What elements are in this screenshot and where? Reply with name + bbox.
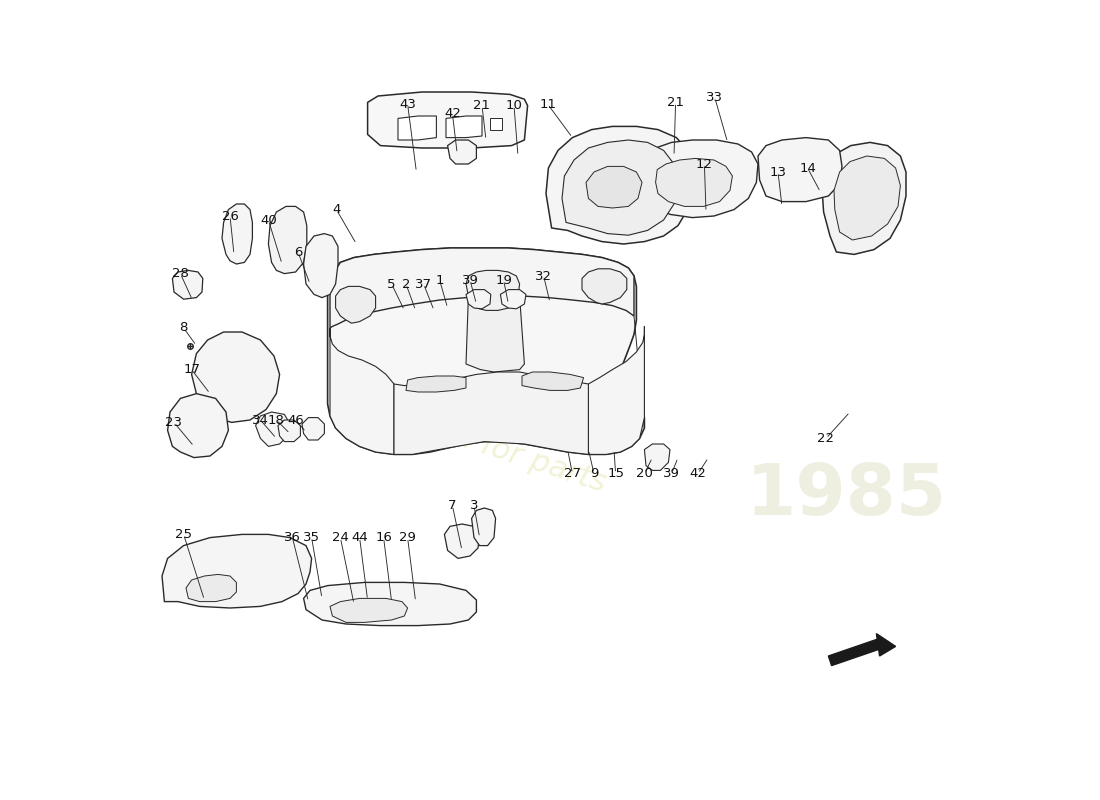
Polygon shape: [398, 116, 437, 140]
Polygon shape: [394, 372, 588, 454]
Polygon shape: [444, 524, 480, 558]
Polygon shape: [186, 574, 236, 602]
Polygon shape: [582, 269, 627, 304]
Text: 28: 28: [172, 267, 189, 280]
Polygon shape: [278, 420, 300, 442]
Polygon shape: [656, 158, 733, 206]
Text: 9: 9: [590, 467, 598, 480]
Polygon shape: [406, 376, 466, 392]
Polygon shape: [466, 296, 525, 372]
Text: 6: 6: [294, 246, 302, 258]
Polygon shape: [758, 138, 842, 202]
Text: 10: 10: [506, 99, 522, 112]
Text: 44: 44: [351, 531, 369, 544]
Polygon shape: [330, 248, 634, 328]
Text: 19: 19: [495, 274, 512, 286]
Polygon shape: [466, 290, 491, 309]
Polygon shape: [828, 638, 883, 666]
Text: 16: 16: [375, 531, 392, 544]
Polygon shape: [268, 206, 307, 274]
Polygon shape: [466, 270, 519, 310]
Text: 11: 11: [539, 98, 557, 110]
Text: 14: 14: [800, 162, 816, 174]
Text: 43: 43: [399, 98, 416, 110]
Text: 25: 25: [175, 528, 192, 541]
Text: 21: 21: [667, 96, 684, 109]
Polygon shape: [304, 582, 476, 626]
Polygon shape: [877, 634, 895, 656]
Polygon shape: [586, 166, 642, 208]
Text: 12: 12: [696, 158, 713, 170]
Polygon shape: [367, 92, 528, 148]
Polygon shape: [645, 140, 758, 218]
Text: 8: 8: [179, 322, 188, 334]
Polygon shape: [167, 394, 229, 458]
Polygon shape: [562, 140, 678, 235]
Text: 36: 36: [284, 531, 300, 544]
Text: 15: 15: [607, 467, 624, 480]
Text: 7: 7: [448, 499, 456, 512]
Text: 22: 22: [817, 432, 835, 445]
Polygon shape: [822, 142, 906, 254]
Text: 37: 37: [415, 278, 432, 290]
Polygon shape: [546, 126, 692, 244]
Polygon shape: [173, 270, 202, 299]
Text: 17: 17: [183, 363, 200, 376]
Polygon shape: [255, 412, 290, 446]
Text: 20: 20: [636, 467, 652, 480]
Polygon shape: [330, 598, 408, 622]
Text: 46: 46: [287, 414, 304, 426]
Text: 21: 21: [473, 99, 491, 112]
Text: 39: 39: [462, 274, 478, 286]
Polygon shape: [302, 418, 324, 440]
Polygon shape: [472, 508, 496, 546]
Polygon shape: [446, 116, 482, 138]
Polygon shape: [336, 286, 375, 323]
Text: 42: 42: [444, 107, 461, 120]
Polygon shape: [191, 332, 279, 422]
Text: 18: 18: [268, 414, 285, 426]
Polygon shape: [588, 326, 645, 454]
Text: 13: 13: [770, 166, 786, 178]
Polygon shape: [834, 156, 901, 240]
Polygon shape: [162, 534, 311, 608]
Text: 23: 23: [165, 416, 183, 429]
Text: 1: 1: [436, 274, 443, 286]
Polygon shape: [448, 140, 476, 164]
Text: 3: 3: [470, 499, 478, 512]
Text: 1985: 1985: [746, 462, 947, 530]
Text: 40: 40: [260, 214, 277, 226]
Polygon shape: [500, 290, 526, 309]
Polygon shape: [645, 444, 670, 470]
Text: 39: 39: [663, 467, 680, 480]
Text: 42: 42: [690, 467, 706, 480]
Text: 34: 34: [252, 414, 268, 426]
Polygon shape: [328, 248, 645, 454]
Text: 32: 32: [535, 270, 552, 282]
Text: 2: 2: [402, 278, 410, 290]
Text: 29: 29: [399, 531, 416, 544]
Polygon shape: [222, 204, 252, 264]
Text: 5: 5: [387, 278, 396, 290]
Text: a passion for parts: a passion for parts: [330, 382, 609, 498]
Text: 4: 4: [332, 203, 341, 216]
Text: 27: 27: [564, 467, 581, 480]
Text: 35: 35: [304, 531, 320, 544]
Polygon shape: [304, 234, 338, 298]
Polygon shape: [490, 118, 502, 130]
Polygon shape: [330, 328, 394, 454]
Polygon shape: [522, 372, 584, 390]
Text: 24: 24: [332, 531, 349, 544]
Text: 26: 26: [221, 210, 239, 222]
Text: 33: 33: [706, 91, 724, 104]
